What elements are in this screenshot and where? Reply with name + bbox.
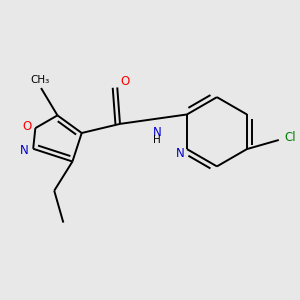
Text: N: N	[20, 144, 28, 157]
Text: N: N	[153, 126, 161, 139]
Text: N: N	[176, 147, 185, 160]
Text: Cl: Cl	[285, 131, 296, 144]
Text: H: H	[153, 135, 161, 145]
Text: O: O	[22, 120, 32, 133]
Text: CH₃: CH₃	[31, 75, 50, 85]
Text: O: O	[121, 75, 130, 88]
